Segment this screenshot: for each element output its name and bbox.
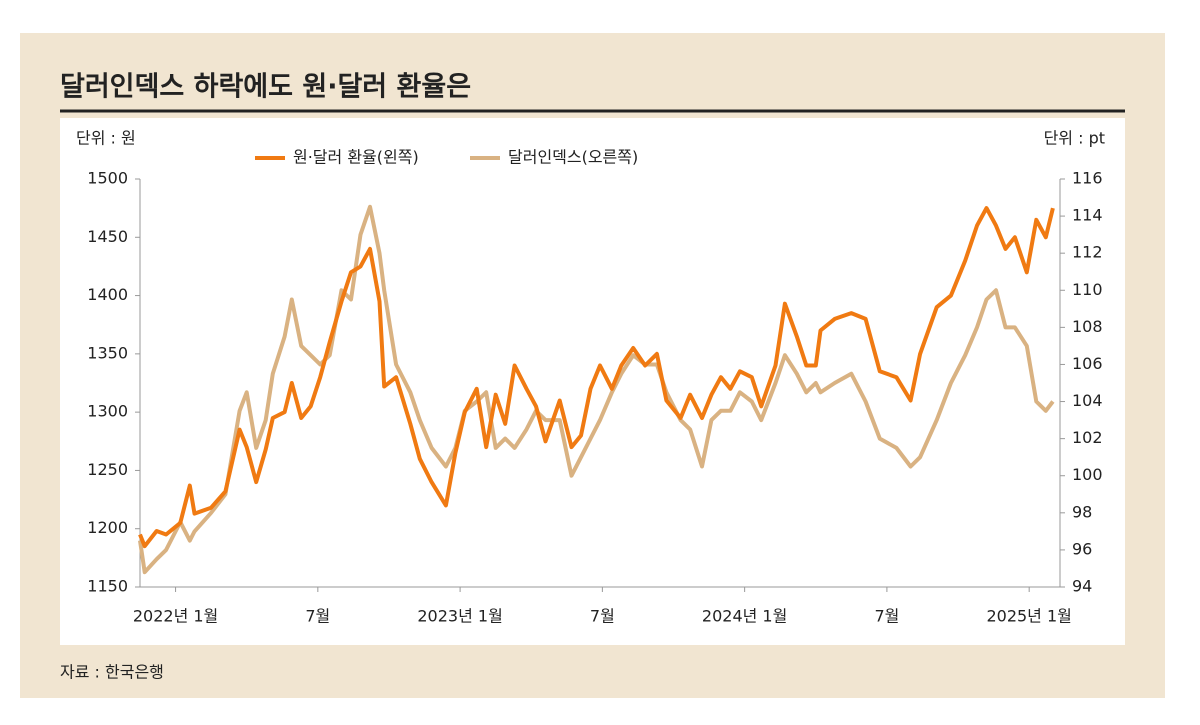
y2-tick-label: 98 [1072,502,1092,521]
x-tick-label: 2024년 1월 [702,607,787,626]
y2-tick-label: 102 [1072,428,1103,447]
y2-tick-label: 116 [1072,169,1103,188]
y2-tick-label: 112 [1072,243,1103,262]
y2-unit: 단위 : pt [1044,129,1105,148]
y-tick-label: 1500 [87,169,128,188]
x-tick-label: 7월 [874,607,899,626]
y-tick-label: 1200 [87,518,128,537]
chart-title: 달러인덱스 하락에도 원·달러 환율은 [60,72,471,103]
y2-tick-label: 110 [1072,280,1103,299]
x-tick-label: 7월 [305,607,330,626]
y-tick-label: 1450 [87,227,128,246]
source: 자료 : 한국은행 [60,663,164,682]
y2-tick-label: 96 [1072,539,1092,558]
y2-tick-label: 94 [1072,577,1092,596]
y-tick-label: 1150 [87,577,128,596]
series-line [138,206,1055,549]
y-unit: 단위 : 원 [76,129,136,148]
y-tick-label: 1350 [87,343,128,362]
legend-label: 원·달러 환율(왼쪽) [293,148,419,167]
y-tick-label: 1400 [87,285,128,304]
y2-tick-label: 104 [1072,391,1103,410]
y-tick-label: 1250 [87,460,128,479]
y2-tick-label: 100 [1072,465,1103,484]
y2-tick-label: 108 [1072,317,1103,336]
y-tick-label: 1300 [87,402,128,421]
y2-tick-label: 114 [1072,206,1103,225]
series-line [138,204,1055,575]
legend-label: 달러인덱스(오른쪽) [508,148,638,167]
x-tick-label: 2022년 1월 [133,607,218,626]
x-tick-label: 2023년 1월 [417,607,502,626]
y2-tick-label: 106 [1072,354,1103,373]
x-tick-label: 7월 [590,607,615,626]
x-tick-label: 2025년 1월 [986,607,1071,626]
